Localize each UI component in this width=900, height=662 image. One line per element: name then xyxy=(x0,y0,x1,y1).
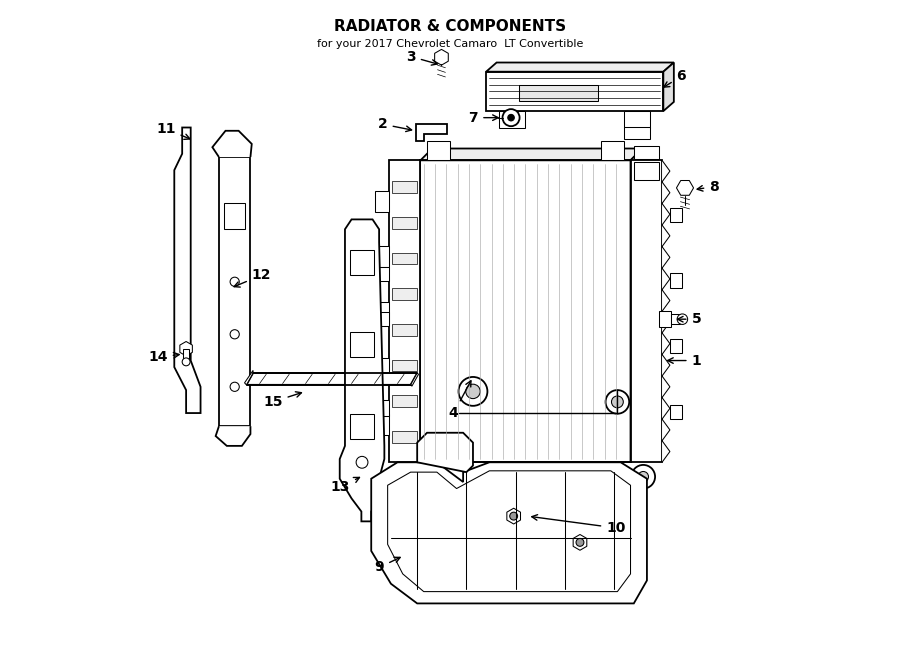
Bar xyxy=(392,395,418,407)
Text: for your 2017 Chevrolet Camaro  LT Convertible: for your 2017 Chevrolet Camaro LT Conver… xyxy=(317,39,583,49)
Text: 11: 11 xyxy=(156,122,190,140)
Polygon shape xyxy=(216,426,250,446)
Circle shape xyxy=(458,377,488,406)
Polygon shape xyxy=(631,148,643,462)
Bar xyxy=(624,127,650,138)
Text: 15: 15 xyxy=(263,392,302,409)
Bar xyxy=(374,302,389,323)
Bar xyxy=(634,162,659,180)
Circle shape xyxy=(502,109,519,126)
Bar xyxy=(500,111,526,128)
Bar xyxy=(374,358,389,379)
Circle shape xyxy=(509,512,518,520)
Polygon shape xyxy=(175,128,201,413)
Polygon shape xyxy=(247,373,418,385)
Polygon shape xyxy=(180,342,193,356)
Polygon shape xyxy=(427,140,450,160)
Text: 7: 7 xyxy=(469,111,499,124)
Polygon shape xyxy=(410,373,419,386)
Circle shape xyxy=(606,390,629,414)
Bar xyxy=(219,157,250,426)
Bar xyxy=(486,71,663,111)
Bar xyxy=(374,246,389,267)
Polygon shape xyxy=(339,219,384,522)
Bar xyxy=(371,312,389,326)
Bar xyxy=(374,414,389,435)
Circle shape xyxy=(576,538,584,546)
Bar xyxy=(392,217,418,229)
Circle shape xyxy=(230,277,239,287)
Text: 6: 6 xyxy=(663,70,686,87)
Bar xyxy=(374,191,389,212)
Circle shape xyxy=(356,456,368,468)
Polygon shape xyxy=(371,462,647,604)
Bar xyxy=(659,311,670,327)
Polygon shape xyxy=(573,534,587,550)
Bar xyxy=(392,181,418,193)
Polygon shape xyxy=(507,508,520,524)
Text: RADIATOR & COMPONENTS: RADIATOR & COMPONENTS xyxy=(334,19,566,34)
Bar xyxy=(519,85,598,101)
Bar xyxy=(634,146,659,159)
Bar xyxy=(350,250,374,275)
Text: 3: 3 xyxy=(406,50,437,65)
Bar xyxy=(224,203,245,229)
Text: 9: 9 xyxy=(374,557,400,575)
Circle shape xyxy=(230,382,239,391)
Polygon shape xyxy=(486,62,674,71)
Bar xyxy=(420,160,631,462)
Polygon shape xyxy=(601,140,624,160)
Bar xyxy=(184,349,189,359)
Circle shape xyxy=(632,465,655,489)
Polygon shape xyxy=(418,433,473,472)
Circle shape xyxy=(230,330,239,339)
Text: 5: 5 xyxy=(678,312,701,326)
Bar xyxy=(670,404,681,419)
Circle shape xyxy=(677,314,688,324)
Text: 13: 13 xyxy=(331,477,359,495)
Bar xyxy=(392,431,418,443)
Bar xyxy=(624,111,650,128)
Text: 8: 8 xyxy=(698,179,719,193)
Bar xyxy=(420,160,631,462)
Bar xyxy=(392,324,418,336)
Bar xyxy=(670,273,681,288)
Circle shape xyxy=(611,396,624,408)
Polygon shape xyxy=(663,62,674,111)
Polygon shape xyxy=(388,471,631,592)
Text: 2: 2 xyxy=(378,117,411,132)
Circle shape xyxy=(466,384,481,399)
Polygon shape xyxy=(416,124,447,140)
Text: 1: 1 xyxy=(668,354,701,367)
Polygon shape xyxy=(662,160,670,462)
Polygon shape xyxy=(212,131,252,157)
Text: 4: 4 xyxy=(449,381,471,420)
Bar xyxy=(389,160,420,462)
Bar xyxy=(350,414,374,440)
Bar xyxy=(670,339,681,354)
Text: 12: 12 xyxy=(234,268,271,287)
Circle shape xyxy=(638,471,649,482)
Polygon shape xyxy=(420,148,643,160)
Polygon shape xyxy=(435,50,448,65)
Circle shape xyxy=(508,115,514,121)
Bar xyxy=(371,267,389,281)
Text: 14: 14 xyxy=(148,350,179,364)
Polygon shape xyxy=(677,181,694,195)
Circle shape xyxy=(182,358,190,366)
Bar xyxy=(631,160,662,462)
Bar xyxy=(392,288,418,300)
Bar xyxy=(373,400,389,416)
Polygon shape xyxy=(245,370,253,385)
Bar xyxy=(392,253,418,264)
Bar xyxy=(392,359,418,371)
Bar xyxy=(670,208,681,222)
Bar xyxy=(350,332,374,357)
Text: 10: 10 xyxy=(532,514,626,535)
Bar xyxy=(670,314,680,324)
